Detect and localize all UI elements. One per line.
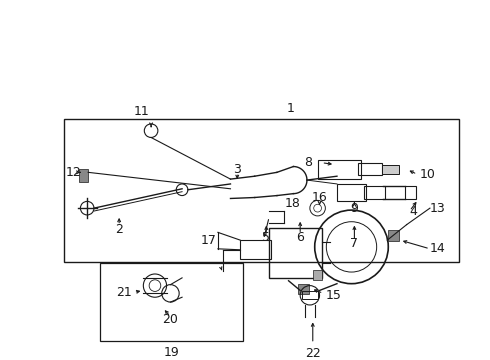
Text: 2: 2 — [115, 223, 123, 236]
Bar — [388, 230, 399, 241]
Bar — [269, 228, 322, 278]
Text: 5: 5 — [262, 231, 270, 244]
Text: 9: 9 — [350, 202, 358, 215]
Bar — [100, 264, 243, 341]
Bar — [298, 284, 309, 294]
Text: 20: 20 — [163, 313, 178, 326]
Text: 16: 16 — [312, 191, 327, 204]
Bar — [313, 270, 322, 280]
Text: 22: 22 — [305, 347, 320, 360]
Text: 19: 19 — [164, 346, 179, 359]
Bar — [337, 184, 366, 201]
Text: 12: 12 — [66, 166, 82, 179]
Text: 8: 8 — [304, 156, 312, 169]
Text: 15: 15 — [325, 289, 341, 302]
Bar — [302, 291, 318, 299]
Bar — [318, 160, 361, 179]
Text: 14: 14 — [430, 242, 446, 255]
Text: 13: 13 — [430, 202, 446, 215]
Bar — [79, 170, 88, 182]
Text: 6: 6 — [296, 231, 304, 244]
Bar — [382, 165, 399, 174]
Text: 18: 18 — [285, 197, 300, 210]
Text: 3: 3 — [233, 163, 241, 176]
Text: 11: 11 — [134, 105, 149, 118]
Text: 10: 10 — [419, 168, 435, 181]
Bar — [364, 186, 385, 199]
Text: 1: 1 — [287, 102, 294, 115]
Text: 21: 21 — [116, 286, 132, 299]
Bar — [358, 163, 383, 175]
Bar — [405, 186, 416, 199]
Text: 7: 7 — [350, 238, 358, 251]
Bar — [64, 119, 459, 262]
Text: 17: 17 — [201, 234, 217, 247]
Bar — [240, 240, 271, 260]
Text: 4: 4 — [410, 204, 417, 217]
